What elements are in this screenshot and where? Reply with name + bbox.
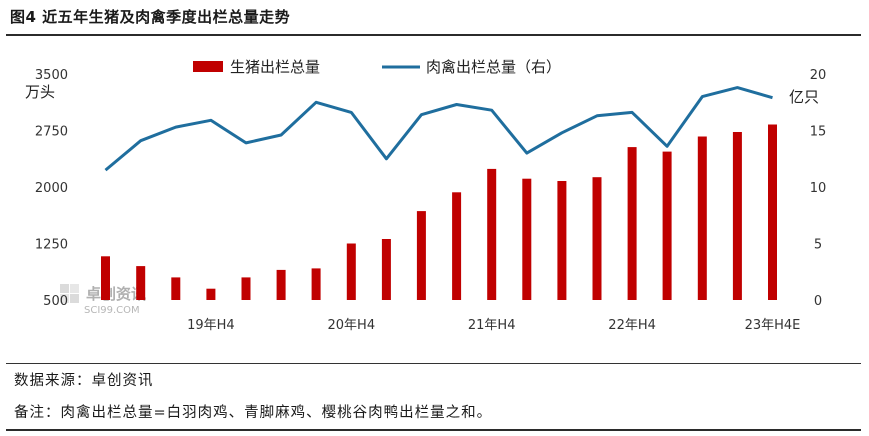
bottom-rule <box>6 429 861 431</box>
bar <box>557 181 567 300</box>
legend-bar-label: 生猪出栏总量 <box>230 58 320 76</box>
y-tick-label: 500 <box>43 294 68 309</box>
source-note: 数据来源：卓创资讯 <box>14 373 154 389</box>
bar <box>381 239 391 300</box>
y2-axis-unit: 亿只 <box>789 88 819 106</box>
y2-tick-label: 10 <box>810 181 827 196</box>
bar <box>487 168 497 300</box>
y-tick-label: 1250 <box>35 238 68 253</box>
y2-tick-label: 0 <box>814 294 822 309</box>
bar <box>101 256 110 300</box>
legend-bar-swatch <box>193 61 223 72</box>
top-rule <box>6 34 861 36</box>
figure-title: 图4 近五年生猪及肉禽季度出栏总量走势 <box>10 8 291 26</box>
bar <box>416 211 426 300</box>
bar <box>276 269 286 300</box>
right-axis: 0 5 10 15 20 亿只 <box>789 68 826 309</box>
bar <box>697 136 707 300</box>
line-series <box>104 86 773 172</box>
bar <box>768 124 777 300</box>
x-tick-label: 23年H4E <box>745 318 801 333</box>
bar <box>452 192 462 300</box>
x-tick-label: 20年H4 <box>328 318 376 333</box>
watermark-site: SCI99.COM <box>84 305 140 316</box>
x-tick-label: 22年H4 <box>608 318 656 333</box>
legend-line-label: 肉禽出栏总量（右） <box>426 58 561 76</box>
y-tick-label: 3500 <box>35 68 68 83</box>
y-tick-label: 2000 <box>35 181 68 196</box>
bar <box>522 178 532 300</box>
y2-tick-label: 5 <box>814 238 822 253</box>
bar <box>241 277 251 300</box>
x-axis: 19年H4 20年H4 21年H4 22年H4 23年H4E <box>187 318 800 333</box>
bar <box>206 288 216 300</box>
y-axis-unit: 万头 <box>25 83 55 101</box>
bar <box>311 268 321 300</box>
y2-tick-label: 20 <box>810 68 827 83</box>
y-tick-label: 2750 <box>35 125 68 140</box>
bar-series <box>101 124 777 300</box>
bar <box>732 132 742 300</box>
line-path <box>104 86 773 172</box>
bar <box>627 147 637 300</box>
mid-rule <box>6 363 861 364</box>
y2-tick-label: 15 <box>810 125 827 140</box>
bar <box>662 151 672 300</box>
legend: 生猪出栏总量 肉禽出栏总量（右） <box>193 58 561 76</box>
x-tick-label: 19年H4 <box>187 318 235 333</box>
bar <box>171 277 181 300</box>
bar <box>592 177 602 300</box>
remark-note: 备注：肉禽出栏总量=白羽肉鸡、青脚麻鸡、樱桃谷肉鸭出栏量之和。 <box>14 405 493 421</box>
bar <box>136 266 146 300</box>
watermark-logo-icon <box>60 284 79 303</box>
bar <box>346 243 356 300</box>
x-tick-label: 21年H4 <box>468 318 516 333</box>
